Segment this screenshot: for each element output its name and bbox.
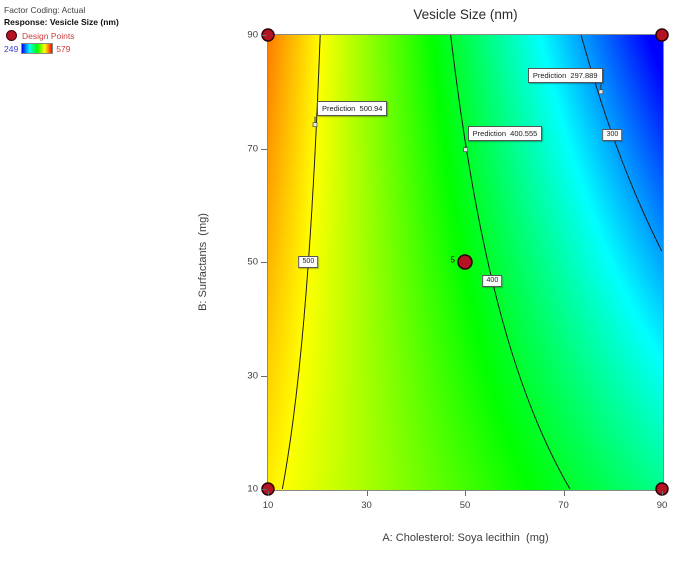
- y-tick-label: 50: [247, 256, 258, 268]
- y-tick-label: 70: [247, 143, 258, 154]
- flag-anchor-marker: [598, 89, 604, 95]
- x-tick: [465, 491, 466, 496]
- flag-anchor-marker: [463, 147, 469, 153]
- y-tick: [261, 262, 267, 263]
- prediction-flag-3[interactable]: Prediction 297.889: [527, 67, 603, 83]
- contour-label-500: 500: [298, 256, 319, 268]
- plot-area: 500 400 300 Prediction 500.94 Prediction 400…: [261, 28, 669, 496]
- contour-label-400: 400: [482, 275, 503, 288]
- y-tick-label: 30: [247, 370, 258, 381]
- x-tick: [268, 491, 269, 496]
- prediction-flag-2[interactable]: Prediction 400.555: [467, 125, 543, 141]
- scale-max-value: 579: [56, 43, 71, 54]
- contour-line-400: [450, 34, 571, 490]
- y-axis-title: B: Surfactants (mg): [197, 213, 209, 311]
- y-tick: [261, 375, 267, 377]
- x-tick: [563, 491, 565, 496]
- prediction-flag-1[interactable]: Prediction 500.94: [317, 100, 388, 116]
- y-tick: [261, 489, 267, 490]
- design-point[interactable]: [457, 254, 473, 270]
- x-axis-title: A: Cholesterol: Soya lecithin (mg): [382, 532, 549, 544]
- x-tick: [366, 491, 368, 496]
- y-tick: [261, 35, 267, 36]
- chart-title: Vesicle Size (nm): [413, 7, 518, 22]
- design-point-count: 5: [450, 255, 455, 265]
- response-label: Response: Vesicle Size (nm): [4, 17, 119, 27]
- x-tick-label: 70: [558, 500, 569, 511]
- design-points-label: Design Points: [22, 30, 75, 41]
- color-scale-legend: 249 579: [4, 43, 224, 54]
- design-points-legend: Design Points: [4, 30, 224, 41]
- design-point[interactable]: [655, 28, 669, 42]
- y-tick-label: 10: [247, 483, 258, 495]
- scale-min-value: 249: [4, 43, 19, 54]
- design-point-icon: [6, 30, 17, 41]
- x-tick-label: 90: [656, 500, 668, 511]
- y-tick: [261, 148, 267, 150]
- y-tick-label: 90: [247, 29, 258, 41]
- contour-label-300: 300: [602, 128, 623, 141]
- flag-anchor-marker: [312, 122, 318, 128]
- x-tick: [662, 491, 663, 496]
- x-tick-label: 30: [361, 500, 372, 511]
- graph-legend: Factor Coding: Actual Response: Vesicle …: [4, 4, 224, 54]
- color-scale-bar: [21, 43, 54, 54]
- factor-coding-label: Factor Coding: Actual: [4, 5, 86, 15]
- x-tick-label: 10: [262, 500, 274, 511]
- x-tick-label: 50: [459, 500, 471, 511]
